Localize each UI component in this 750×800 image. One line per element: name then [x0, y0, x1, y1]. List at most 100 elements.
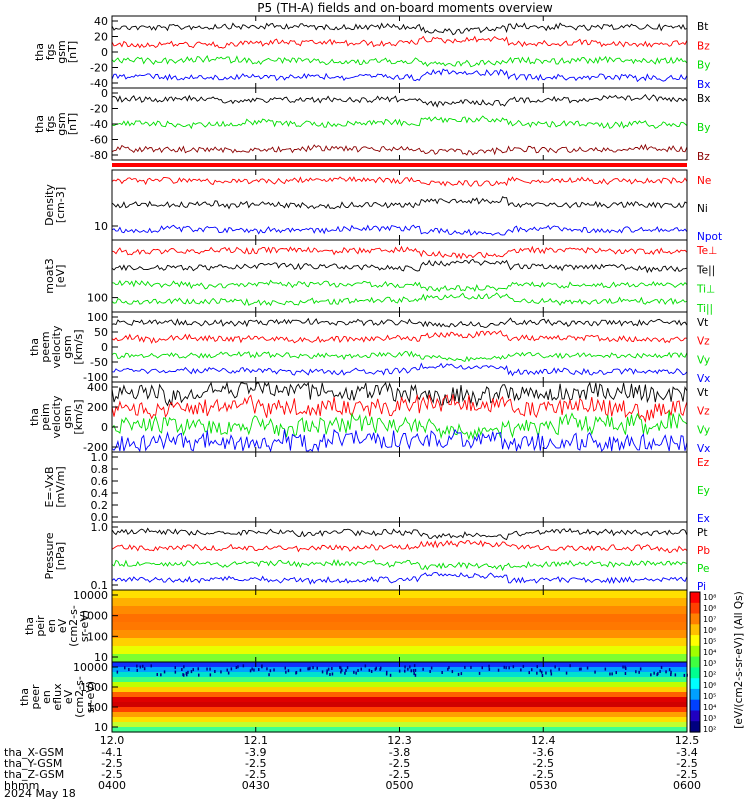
series-line-Vz — [111, 330, 688, 345]
spectrogram-speckle — [503, 665, 505, 669]
series-line-Vx — [111, 428, 688, 453]
spectrogram-speckle — [163, 670, 166, 674]
colorbar-segment — [690, 656, 700, 668]
spectrogram-speckle — [355, 671, 357, 675]
colorbar-label: 10² — [703, 725, 716, 734]
spectrogram-speckle — [541, 670, 543, 674]
colorbar-segment — [690, 710, 700, 722]
spectrogram-speckle — [269, 669, 272, 673]
spectrogram-speckle — [321, 670, 324, 674]
y-tick-label: -40 — [90, 77, 108, 90]
y-axis-label: peim — [39, 403, 52, 431]
spectrogram-speckle — [550, 669, 552, 673]
spectrogram-speckle — [508, 666, 510, 670]
spectrogram-speckle — [181, 668, 183, 671]
spectrogram-speckle — [448, 666, 450, 669]
y-tick-label: 100 — [87, 630, 108, 643]
spectrogram-speckle — [665, 670, 667, 674]
spectrogram-band — [112, 672, 687, 678]
y-tick-label: 400 — [87, 381, 108, 394]
spectrogram-speckle — [389, 673, 392, 677]
spectrogram-speckle — [668, 668, 671, 672]
series-line-Pi — [111, 572, 688, 585]
spectrogram-speckle — [478, 671, 481, 675]
spectrogram-speckle — [360, 667, 362, 671]
x-row-value: -2.5 — [533, 757, 554, 770]
series-line-By — [111, 115, 688, 130]
y-axis-label: peer — [29, 684, 42, 710]
spectrogram-speckle — [635, 670, 637, 674]
spectrogram-speckle — [183, 665, 185, 669]
spectrogram-band — [112, 606, 687, 615]
y-tick-label: 1.0 — [91, 521, 109, 534]
series-line-Bx — [111, 93, 688, 108]
spectrogram-band — [112, 712, 687, 718]
y-tick-label: 200 — [87, 401, 108, 414]
spectrogram-speckle — [622, 665, 624, 669]
legend-Bz: Bz — [697, 151, 710, 163]
y-tick-label: 40 — [94, 15, 108, 28]
x-row-value: -2.5 — [101, 768, 122, 781]
y-axis-label: [km/s] — [72, 329, 85, 364]
series-line-Bz — [111, 35, 688, 49]
spectrogram-speckle — [464, 665, 466, 669]
spectrogram-speckle — [660, 665, 663, 669]
y-tick-label: 10000 — [73, 589, 108, 602]
spectrogram-speckle — [447, 667, 449, 671]
legend-Pi: Pi — [697, 581, 706, 593]
y-axis-label: tha — [23, 617, 36, 635]
spectrogram-speckle — [481, 666, 483, 670]
y-axis-label: (cm2-s- — [67, 605, 80, 647]
colorbar-segment — [690, 699, 700, 712]
spectrogram-band — [112, 677, 687, 683]
y-tick-label: 10 — [94, 220, 108, 233]
y-tick-label: -100 — [83, 371, 108, 384]
spectrogram-speckle — [339, 665, 341, 669]
series-line-Vz — [111, 394, 688, 424]
series-line-Vt — [111, 381, 688, 408]
x-row-label: tha_Y-GSM — [4, 757, 62, 770]
spectrogram-band — [112, 692, 687, 698]
spectrogram-speckle — [398, 669, 401, 673]
spectrogram-speckle — [242, 664, 245, 668]
spectrogram-speckle — [386, 670, 388, 674]
y-axis-label: E=-VxB — [43, 466, 56, 507]
y-tick-label: 100 — [87, 292, 108, 305]
colorbar-segment — [690, 688, 700, 701]
y-tick-label: 0 — [101, 46, 108, 59]
y-axis-label: Pressure — [43, 532, 56, 579]
legend-Ne: Ne — [697, 175, 711, 187]
spectrogram-speckle — [625, 667, 627, 670]
spectrogram-band — [112, 646, 687, 655]
colorbar-segment — [690, 667, 700, 679]
spectrogram-speckle — [345, 669, 347, 672]
x-row-value: -2.5 — [389, 768, 410, 781]
spectrogram-speckle — [441, 671, 443, 674]
y-tick-label: 0 — [101, 87, 108, 100]
spectrogram-speckle — [197, 667, 199, 671]
x-row-value: -3.9 — [245, 746, 266, 759]
x-row-value: -3.6 — [533, 746, 554, 759]
legend-Ex: Ex — [697, 513, 710, 525]
series-line-Pt — [111, 527, 688, 541]
y-tick-label: 10000 — [73, 661, 108, 674]
y-axis-label: [eV] — [54, 265, 67, 288]
colorbar-segment — [690, 624, 700, 636]
series-line-Pb — [111, 539, 688, 554]
y-tick-label: -60 — [90, 134, 108, 147]
spectrogram-speckle — [136, 668, 138, 672]
y-tick-label: 0 — [101, 341, 108, 354]
spectrogram-speckle — [430, 666, 433, 670]
colorbar-label: 10⁸ — [703, 604, 716, 613]
spectrogram-speckle — [142, 664, 144, 668]
spectrogram-speckle — [183, 673, 185, 677]
spectrogram-speckle — [150, 664, 152, 668]
y-axis-label: eV — [62, 689, 75, 704]
series-line-Ni — [111, 196, 688, 210]
x-row-value: -2.5 — [676, 757, 697, 770]
spectrogram-speckle — [413, 672, 415, 676]
spectrogram-speckle — [565, 671, 568, 675]
